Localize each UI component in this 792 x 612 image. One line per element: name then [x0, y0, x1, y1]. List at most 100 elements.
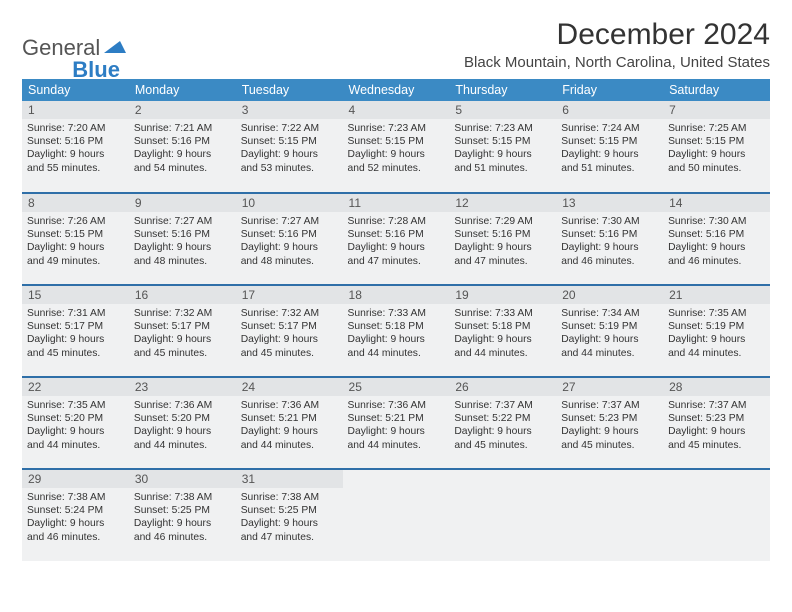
day-number: 5 [449, 101, 556, 119]
calendar-day-cell: 22Sunrise: 7:35 AMSunset: 5:20 PMDayligh… [22, 377, 129, 469]
day-details: Sunrise: 7:32 AMSunset: 5:17 PMDaylight:… [236, 304, 343, 364]
calendar-day-cell: 20Sunrise: 7:34 AMSunset: 5:19 PMDayligh… [556, 285, 663, 377]
day-number: 13 [556, 194, 663, 212]
day-details: Sunrise: 7:20 AMSunset: 5:16 PMDaylight:… [22, 119, 129, 179]
page-title: December 2024 [464, 18, 770, 52]
day-details: Sunrise: 7:30 AMSunset: 5:16 PMDaylight:… [663, 212, 770, 272]
dow-header-row: Sunday Monday Tuesday Wednesday Thursday… [22, 79, 770, 101]
calendar-empty-cell [343, 469, 450, 561]
calendar-week-row: 1Sunrise: 7:20 AMSunset: 5:16 PMDaylight… [22, 101, 770, 193]
day-details: Sunrise: 7:23 AMSunset: 5:15 PMDaylight:… [343, 119, 450, 179]
day-number: 2 [129, 101, 236, 119]
day-details: Sunrise: 7:21 AMSunset: 5:16 PMDaylight:… [129, 119, 236, 179]
dow-header: Thursday [449, 79, 556, 101]
calendar-day-cell: 23Sunrise: 7:36 AMSunset: 5:20 PMDayligh… [129, 377, 236, 469]
day-number: 19 [449, 286, 556, 304]
day-details: Sunrise: 7:36 AMSunset: 5:21 PMDaylight:… [343, 396, 450, 456]
location-subtitle: Black Mountain, North Carolina, United S… [464, 54, 770, 71]
calendar-week-row: 8Sunrise: 7:26 AMSunset: 5:15 PMDaylight… [22, 193, 770, 285]
calendar-day-cell: 6Sunrise: 7:24 AMSunset: 5:15 PMDaylight… [556, 101, 663, 193]
day-number: 10 [236, 194, 343, 212]
calendar-table: Sunday Monday Tuesday Wednesday Thursday… [22, 79, 770, 561]
logo: General Blue [22, 24, 120, 72]
day-number: 28 [663, 378, 770, 396]
calendar-day-cell: 8Sunrise: 7:26 AMSunset: 5:15 PMDaylight… [22, 193, 129, 285]
day-details: Sunrise: 7:26 AMSunset: 5:15 PMDaylight:… [22, 212, 129, 272]
day-details: Sunrise: 7:38 AMSunset: 5:24 PMDaylight:… [22, 488, 129, 548]
day-details: Sunrise: 7:22 AMSunset: 5:15 PMDaylight:… [236, 119, 343, 179]
calendar-day-cell: 29Sunrise: 7:38 AMSunset: 5:24 PMDayligh… [22, 469, 129, 561]
day-number: 3 [236, 101, 343, 119]
day-details: Sunrise: 7:36 AMSunset: 5:20 PMDaylight:… [129, 396, 236, 456]
dow-header: Friday [556, 79, 663, 101]
calendar-day-cell: 3Sunrise: 7:22 AMSunset: 5:15 PMDaylight… [236, 101, 343, 193]
calendar-day-cell: 24Sunrise: 7:36 AMSunset: 5:21 PMDayligh… [236, 377, 343, 469]
day-details: Sunrise: 7:32 AMSunset: 5:17 PMDaylight:… [129, 304, 236, 364]
calendar-day-cell: 13Sunrise: 7:30 AMSunset: 5:16 PMDayligh… [556, 193, 663, 285]
day-details: Sunrise: 7:23 AMSunset: 5:15 PMDaylight:… [449, 119, 556, 179]
dow-header: Saturday [663, 79, 770, 101]
day-number: 18 [343, 286, 450, 304]
calendar-empty-cell [449, 469, 556, 561]
calendar-day-cell: 7Sunrise: 7:25 AMSunset: 5:15 PMDaylight… [663, 101, 770, 193]
calendar-week-row: 29Sunrise: 7:38 AMSunset: 5:24 PMDayligh… [22, 469, 770, 561]
calendar-day-cell: 11Sunrise: 7:28 AMSunset: 5:16 PMDayligh… [343, 193, 450, 285]
day-number: 20 [556, 286, 663, 304]
calendar-day-cell: 10Sunrise: 7:27 AMSunset: 5:16 PMDayligh… [236, 193, 343, 285]
day-number: 23 [129, 378, 236, 396]
day-details: Sunrise: 7:28 AMSunset: 5:16 PMDaylight:… [343, 212, 450, 272]
calendar-week-row: 15Sunrise: 7:31 AMSunset: 5:17 PMDayligh… [22, 285, 770, 377]
logo-word-2: Blue [72, 57, 120, 83]
day-details: Sunrise: 7:35 AMSunset: 5:20 PMDaylight:… [22, 396, 129, 456]
calendar-day-cell: 19Sunrise: 7:33 AMSunset: 5:18 PMDayligh… [449, 285, 556, 377]
day-number: 6 [556, 101, 663, 119]
day-details: Sunrise: 7:36 AMSunset: 5:21 PMDaylight:… [236, 396, 343, 456]
day-details: Sunrise: 7:35 AMSunset: 5:19 PMDaylight:… [663, 304, 770, 364]
day-number: 1 [22, 101, 129, 119]
day-number: 16 [129, 286, 236, 304]
day-details: Sunrise: 7:31 AMSunset: 5:17 PMDaylight:… [22, 304, 129, 364]
day-details: Sunrise: 7:27 AMSunset: 5:16 PMDaylight:… [236, 212, 343, 272]
calendar-empty-cell [663, 469, 770, 561]
calendar-day-cell: 16Sunrise: 7:32 AMSunset: 5:17 PMDayligh… [129, 285, 236, 377]
calendar-day-cell: 14Sunrise: 7:30 AMSunset: 5:16 PMDayligh… [663, 193, 770, 285]
day-number: 8 [22, 194, 129, 212]
day-details: Sunrise: 7:37 AMSunset: 5:23 PMDaylight:… [663, 396, 770, 456]
calendar-day-cell: 31Sunrise: 7:38 AMSunset: 5:25 PMDayligh… [236, 469, 343, 561]
day-number: 25 [343, 378, 450, 396]
day-number: 31 [236, 470, 343, 488]
day-details: Sunrise: 7:27 AMSunset: 5:16 PMDaylight:… [129, 212, 236, 272]
calendar-day-cell: 1Sunrise: 7:20 AMSunset: 5:16 PMDaylight… [22, 101, 129, 193]
day-details: Sunrise: 7:30 AMSunset: 5:16 PMDaylight:… [556, 212, 663, 272]
day-number: 4 [343, 101, 450, 119]
day-number: 15 [22, 286, 129, 304]
day-number: 14 [663, 194, 770, 212]
calendar-day-cell: 18Sunrise: 7:33 AMSunset: 5:18 PMDayligh… [343, 285, 450, 377]
day-number: 9 [129, 194, 236, 212]
dow-header: Wednesday [343, 79, 450, 101]
calendar-day-cell: 28Sunrise: 7:37 AMSunset: 5:23 PMDayligh… [663, 377, 770, 469]
day-details: Sunrise: 7:24 AMSunset: 5:15 PMDaylight:… [556, 119, 663, 179]
calendar-day-cell: 15Sunrise: 7:31 AMSunset: 5:17 PMDayligh… [22, 285, 129, 377]
calendar-day-cell: 4Sunrise: 7:23 AMSunset: 5:15 PMDaylight… [343, 101, 450, 193]
header: General Blue December 2024 Black Mountai… [22, 18, 770, 79]
calendar-day-cell: 12Sunrise: 7:29 AMSunset: 5:16 PMDayligh… [449, 193, 556, 285]
calendar-day-cell: 2Sunrise: 7:21 AMSunset: 5:16 PMDaylight… [129, 101, 236, 193]
day-details: Sunrise: 7:37 AMSunset: 5:22 PMDaylight:… [449, 396, 556, 456]
day-number: 7 [663, 101, 770, 119]
day-number: 29 [22, 470, 129, 488]
calendar-day-cell: 5Sunrise: 7:23 AMSunset: 5:15 PMDaylight… [449, 101, 556, 193]
day-details: Sunrise: 7:33 AMSunset: 5:18 PMDaylight:… [343, 304, 450, 364]
calendar-day-cell: 17Sunrise: 7:32 AMSunset: 5:17 PMDayligh… [236, 285, 343, 377]
calendar-day-cell: 21Sunrise: 7:35 AMSunset: 5:19 PMDayligh… [663, 285, 770, 377]
calendar-day-cell: 27Sunrise: 7:37 AMSunset: 5:23 PMDayligh… [556, 377, 663, 469]
day-number: 26 [449, 378, 556, 396]
calendar-empty-cell [556, 469, 663, 561]
day-number: 11 [343, 194, 450, 212]
day-number: 24 [236, 378, 343, 396]
dow-header: Monday [129, 79, 236, 101]
calendar-day-cell: 9Sunrise: 7:27 AMSunset: 5:16 PMDaylight… [129, 193, 236, 285]
day-details: Sunrise: 7:34 AMSunset: 5:19 PMDaylight:… [556, 304, 663, 364]
day-details: Sunrise: 7:37 AMSunset: 5:23 PMDaylight:… [556, 396, 663, 456]
day-number: 17 [236, 286, 343, 304]
